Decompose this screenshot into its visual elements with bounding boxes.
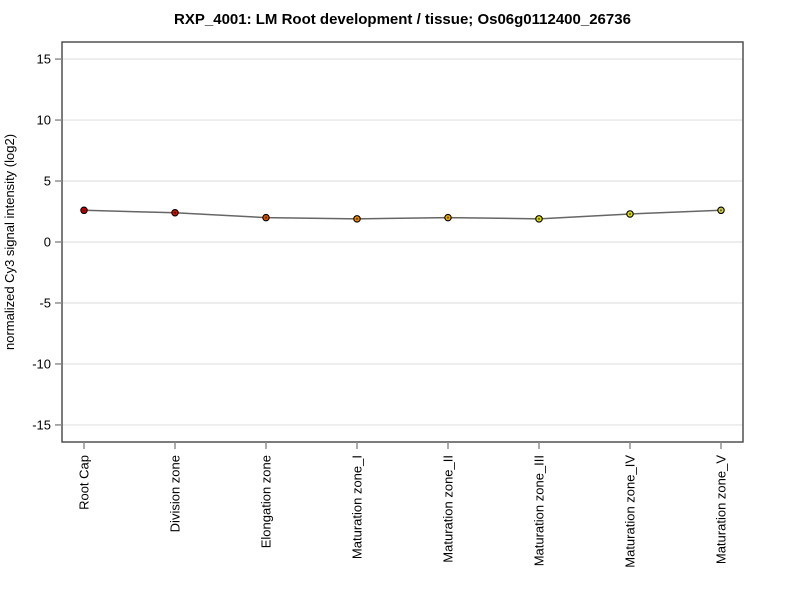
x-tick-label: Maturation zone_I: [350, 455, 365, 559]
y-tick-label: -5: [39, 295, 51, 310]
y-axis-label: normalized Cy3 signal intensity (log2): [2, 134, 17, 350]
data-point-center: [173, 211, 177, 214]
y-tick-label: 10: [37, 113, 51, 128]
y-tick-label: 5: [44, 174, 51, 189]
data-point-center: [446, 216, 450, 219]
y-tick-label: -10: [32, 356, 51, 371]
y-tick-label: 0: [44, 235, 51, 250]
data-point-center: [82, 209, 86, 212]
chart-title: RXP_4001: LM Root development / tissue; …: [174, 11, 631, 28]
x-tick-label: Elongation zone: [259, 455, 274, 548]
y-tick-label: -15: [32, 417, 51, 432]
x-tick-label: Maturation zone_IV: [623, 455, 638, 568]
x-tick-label: Division zone: [168, 455, 183, 532]
data-point-center: [719, 209, 723, 212]
x-tick-label: Maturation zone_II: [441, 455, 456, 563]
x-tick-label: Maturation zone_V: [714, 455, 729, 564]
data-point-center: [264, 216, 268, 219]
data-point-center: [355, 217, 359, 220]
x-tick-label: Maturation zone_III: [532, 455, 547, 566]
series-line: [83, 209, 722, 220]
x-tick-label: Root Cap: [77, 455, 92, 510]
y-tick-label: 15: [37, 52, 51, 67]
data-point-center: [537, 217, 541, 220]
data-point-center: [628, 212, 632, 216]
